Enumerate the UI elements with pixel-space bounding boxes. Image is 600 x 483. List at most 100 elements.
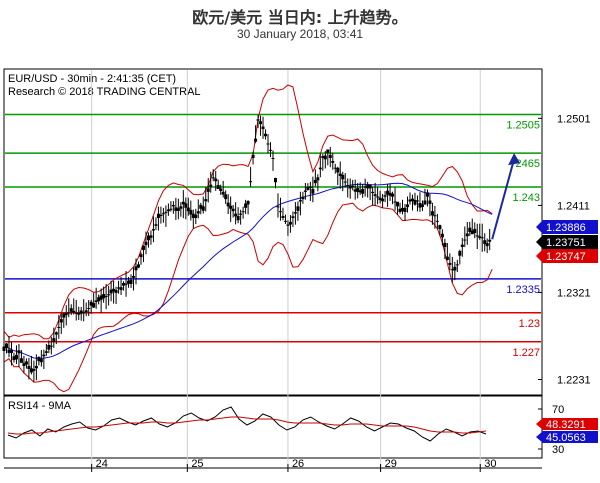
candle-body bbox=[82, 312, 86, 314]
candle-body bbox=[199, 204, 203, 209]
level-label: 1.243 bbox=[512, 192, 540, 204]
price-panel-frame bbox=[3, 68, 543, 396]
candle-body bbox=[176, 208, 180, 211]
candle-body bbox=[423, 200, 427, 205]
candle-body bbox=[174, 207, 178, 211]
candle-body bbox=[438, 225, 442, 230]
candle-body bbox=[366, 185, 370, 189]
candle-body bbox=[4, 343, 8, 349]
candle-body bbox=[440, 233, 444, 238]
candle-body bbox=[308, 186, 312, 188]
candle-body bbox=[87, 307, 91, 309]
candle-body bbox=[72, 310, 76, 313]
candle-body bbox=[276, 206, 280, 208]
candle-body bbox=[401, 207, 405, 212]
candle-body bbox=[391, 193, 395, 197]
candle-body bbox=[336, 167, 340, 173]
candle-body bbox=[286, 224, 290, 226]
price-badge bbox=[536, 249, 598, 263]
price-badge-label: 1.23886 bbox=[546, 222, 586, 234]
candle-body bbox=[316, 177, 320, 181]
x-tick-label: 25 bbox=[191, 458, 203, 470]
rsi-badge-label: 48.3291 bbox=[546, 419, 586, 431]
level-label: 2465 bbox=[516, 158, 540, 170]
candle-body bbox=[39, 358, 43, 363]
price-badge-label: 1.23751 bbox=[546, 237, 586, 249]
candle-body bbox=[338, 173, 342, 176]
price-badge bbox=[536, 235, 598, 249]
candle-body bbox=[57, 327, 61, 329]
candle-body bbox=[219, 188, 223, 191]
candle-body bbox=[485, 243, 489, 247]
candle-body bbox=[236, 216, 240, 221]
candle-body bbox=[458, 250, 462, 256]
forecast-arrow-head bbox=[508, 153, 521, 166]
candle-body bbox=[239, 213, 243, 215]
candle-body bbox=[166, 209, 170, 212]
candle-body bbox=[49, 345, 53, 347]
candle-body bbox=[293, 212, 297, 214]
candle-body bbox=[343, 181, 347, 183]
candle-body bbox=[463, 239, 467, 241]
price-badge-label: 1.23747 bbox=[546, 251, 586, 263]
rsi-tick-label: 30 bbox=[552, 444, 564, 456]
candle-body bbox=[261, 126, 265, 129]
candle-body bbox=[264, 133, 268, 137]
candle-body bbox=[321, 156, 325, 158]
candle-body bbox=[249, 181, 253, 183]
candle-body bbox=[418, 202, 422, 208]
candle-body bbox=[420, 204, 424, 207]
research-note: Research © 2018 TRADING CENTRAL bbox=[8, 86, 201, 98]
y-tick-label: 1.2321 bbox=[557, 287, 591, 299]
candle-body bbox=[448, 262, 452, 265]
candle-body bbox=[273, 177, 277, 183]
candle-body bbox=[393, 201, 397, 203]
candle-body bbox=[259, 121, 263, 125]
candle-body bbox=[146, 235, 150, 241]
candle-body bbox=[455, 264, 459, 266]
candle-body bbox=[119, 287, 123, 291]
candle-body bbox=[298, 200, 302, 202]
candle-body bbox=[37, 356, 41, 362]
y-tick-label: 1.2231 bbox=[557, 375, 591, 387]
upper-band-line bbox=[3, 84, 493, 340]
rsi-badge bbox=[536, 431, 598, 443]
candle-body bbox=[69, 308, 73, 312]
candle-body bbox=[214, 178, 218, 182]
candle-body bbox=[341, 174, 345, 180]
candle-body bbox=[74, 312, 78, 314]
candle-body bbox=[381, 198, 385, 202]
candle-body bbox=[19, 358, 23, 363]
candle-body bbox=[79, 310, 83, 314]
candle-body bbox=[14, 354, 18, 360]
candle-body bbox=[179, 206, 183, 209]
candle-body bbox=[478, 236, 482, 238]
candle-body bbox=[368, 184, 372, 189]
candle-body bbox=[396, 201, 400, 207]
candle-body bbox=[301, 196, 305, 200]
level-label: 1.227 bbox=[512, 347, 540, 359]
candle-body bbox=[231, 208, 235, 212]
candle-body bbox=[371, 191, 375, 193]
candle-body bbox=[149, 235, 153, 238]
candle-body bbox=[398, 208, 402, 212]
candle-body bbox=[266, 143, 270, 145]
candle-body bbox=[406, 204, 409, 208]
candle-body bbox=[171, 205, 175, 207]
rsi-line bbox=[7, 406, 487, 442]
candle-body bbox=[443, 242, 447, 247]
candle-body bbox=[206, 188, 210, 192]
candle-body bbox=[89, 301, 93, 306]
level-label: 1.2505 bbox=[506, 119, 540, 131]
candle-body bbox=[254, 138, 258, 142]
candle-body bbox=[271, 157, 275, 159]
candle-body bbox=[348, 186, 352, 189]
candle-body bbox=[42, 354, 46, 357]
candle-body bbox=[353, 189, 357, 192]
level-label: 1.2335 bbox=[506, 284, 540, 296]
candle-body bbox=[161, 213, 165, 215]
candle-body bbox=[361, 188, 365, 194]
candle-body bbox=[12, 356, 16, 361]
candle-body bbox=[29, 368, 33, 373]
candle-body bbox=[44, 351, 48, 353]
